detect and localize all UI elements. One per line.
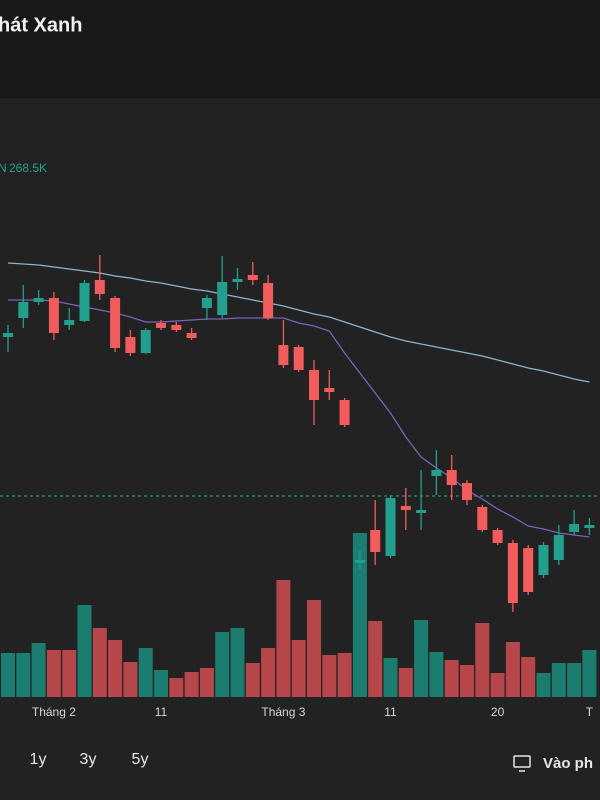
volume-bar [551, 663, 566, 697]
volume-bar [215, 632, 230, 697]
volume-bar [582, 650, 597, 697]
candle-body [416, 510, 427, 513]
legend-prefix: N [0, 161, 7, 175]
x-tick-label: 11 [384, 705, 397, 719]
volume-bar [368, 621, 383, 697]
action-button[interactable]: Vào ph [543, 755, 593, 772]
candle-body [507, 543, 518, 603]
candle-body [48, 298, 59, 333]
volume-bar [230, 628, 245, 697]
candle-body [477, 507, 488, 530]
candle-body [18, 302, 29, 318]
candle-body [569, 524, 580, 532]
candle-body [339, 400, 350, 425]
volume-bar [337, 653, 352, 697]
volume-bar [414, 620, 429, 697]
x-tick-label: T [586, 705, 594, 719]
candle-body [523, 548, 534, 592]
candle-body [33, 298, 44, 302]
volume-bar [62, 650, 77, 697]
candle-body [293, 347, 304, 370]
volume-bar [490, 673, 505, 697]
volume-bar [1, 653, 15, 697]
candle-body [354, 560, 365, 563]
candle-body [125, 337, 136, 353]
candle-body [94, 280, 105, 294]
candle-body [278, 345, 289, 365]
candle-body [324, 388, 335, 392]
candle-body [553, 535, 564, 560]
volume-bar [245, 663, 260, 697]
candle-body [385, 498, 396, 556]
volume-bar [261, 648, 276, 697]
volume-bar [444, 660, 459, 697]
volume-bar [505, 642, 520, 697]
plot: Tháng 2 11 Tháng 3 11 20 T [0, 255, 600, 719]
moving-average [8, 299, 590, 538]
x-tick-label: Tháng 3 [261, 705, 305, 719]
candle-body [263, 283, 274, 318]
candle-body [140, 330, 151, 353]
candle-body [64, 320, 75, 325]
volume-bar [184, 672, 199, 697]
volume-bar [460, 665, 474, 697]
candle-body [584, 525, 595, 528]
candle-body [217, 282, 228, 315]
candle-body [110, 298, 121, 348]
candle-body [247, 275, 258, 280]
fullscreen-icon[interactable] [513, 755, 531, 772]
volume-bar [138, 648, 153, 697]
volume-bar [398, 668, 413, 697]
volume-bar [77, 605, 92, 697]
candle-body [309, 370, 319, 400]
volume-bar [108, 640, 123, 697]
x-tick-label: Tháng 2 [32, 705, 76, 719]
range-button[interactable]: 5y [132, 751, 149, 768]
candle-body [156, 323, 166, 328]
volume-bar [199, 668, 214, 697]
volume-bar [46, 650, 61, 697]
volume-bar [383, 658, 398, 697]
candle-body [370, 530, 381, 552]
range-button[interactable]: 3y [80, 751, 97, 768]
moving-average [7, 262, 590, 383]
icon-shape [513, 755, 531, 768]
page-title: hát Xanh [0, 14, 82, 36]
volume-bar [567, 663, 582, 697]
volume-bar [123, 662, 138, 697]
candle-body [171, 325, 182, 330]
volume-bar [536, 673, 551, 697]
volume-bar [92, 628, 107, 697]
candle-body [186, 333, 197, 338]
candle-body [446, 470, 457, 485]
volume-bar [307, 600, 321, 697]
candle-body [3, 333, 13, 337]
volume-bar [291, 640, 306, 697]
candle-body [400, 506, 411, 510]
volume-bar [429, 652, 444, 697]
candle-body [538, 545, 549, 575]
volume-bar [31, 643, 46, 697]
volume-bar [154, 670, 168, 697]
candle-body [232, 279, 243, 282]
header-bar [0, 0, 600, 98]
volume-bar [475, 623, 490, 697]
x-tick-label: 20 [491, 705, 505, 719]
candle-body [492, 530, 503, 543]
volume-bar [521, 657, 536, 697]
volume-bar [322, 655, 337, 697]
volume-bar [16, 653, 31, 697]
candle-body [462, 483, 472, 500]
candle-body [201, 298, 212, 308]
volume-bar [352, 533, 367, 697]
legend-volume: 268.5K [9, 161, 47, 175]
volume-bar [276, 580, 291, 697]
x-tick-label: 11 [155, 705, 168, 719]
candle-body [431, 470, 442, 476]
volume-bar [169, 678, 184, 697]
range-button[interactable]: 1y [30, 751, 47, 768]
candle-body [79, 283, 90, 321]
